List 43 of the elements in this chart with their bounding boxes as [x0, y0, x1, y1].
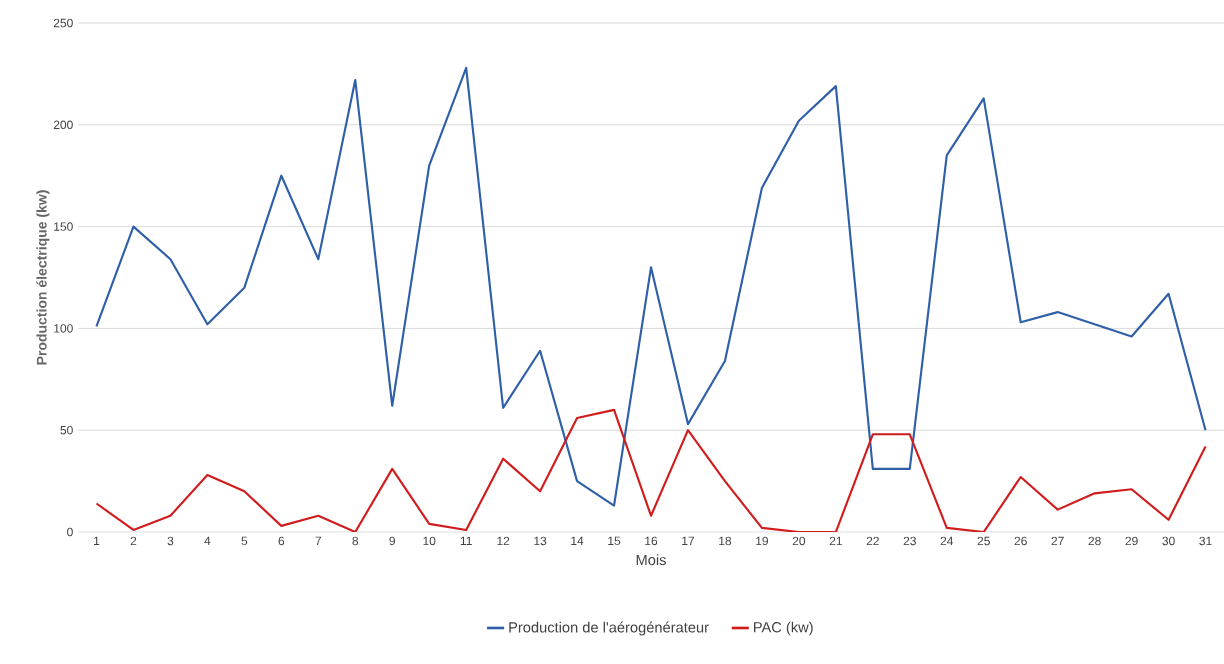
x-tick-label: 26 — [1014, 536, 1027, 546]
x-tick-label: 23 — [903, 536, 916, 546]
x-tick-label: 31 — [1199, 536, 1212, 546]
x-tick-label: 21 — [829, 536, 842, 546]
x-tick-label: 13 — [534, 536, 547, 546]
x-tick-label: 28 — [1088, 536, 1101, 546]
x-tick-label: 2 — [130, 536, 137, 546]
x-tick-label: 9 — [389, 536, 395, 546]
x-tick-label: 25 — [977, 536, 990, 546]
x-tick-label: 3 — [167, 536, 174, 546]
y-tick-label: 150 — [54, 222, 73, 231]
x-tick-label: 18 — [719, 536, 732, 546]
x-tick-label: 20 — [792, 536, 806, 546]
x-axis-title: Mois — [636, 554, 666, 566]
x-tick-label: 10 — [423, 536, 436, 546]
x-tick-label: 6 — [278, 536, 285, 546]
x-tick-label: 8 — [352, 536, 359, 546]
x-tick-label: 19 — [756, 536, 769, 546]
x-tick-label: 14 — [571, 536, 584, 545]
x-tick-label: 16 — [645, 536, 658, 546]
x-tick-label: 4 — [204, 536, 211, 545]
x-tick-label: 29 — [1125, 536, 1138, 546]
y-axis-title: Production électrique (kw) — [36, 190, 50, 365]
x-tick-label: 22 — [866, 536, 879, 546]
x-tick-label: 5 — [241, 536, 248, 546]
y-tick-label: 0 — [67, 527, 73, 537]
y-tick-label: 50 — [60, 425, 73, 435]
x-tick-label: 17 — [682, 536, 695, 545]
y-tick-label: 200 — [53, 120, 73, 130]
legend-label: Production de l'aérogénérateur — [509, 621, 709, 636]
x-tick-label: 15 — [608, 536, 621, 546]
line-series — [95, 408, 1207, 532]
x-tick-label: 7 — [315, 536, 322, 545]
y-tick-label: 100 — [54, 324, 73, 333]
line-series — [95, 66, 1207, 507]
x-tick-label: 11 — [460, 536, 472, 545]
x-tick-label: 12 — [497, 536, 510, 546]
x-tick-label: 30 — [1162, 536, 1175, 546]
x-tick-label: 24 — [940, 536, 954, 546]
x-tick-label: 27 — [1051, 536, 1064, 546]
y-tick-label: 250 — [53, 18, 73, 28]
x-tick-label: 1 — [94, 536, 100, 545]
legend-label: PAC (kw) — [754, 621, 813, 636]
